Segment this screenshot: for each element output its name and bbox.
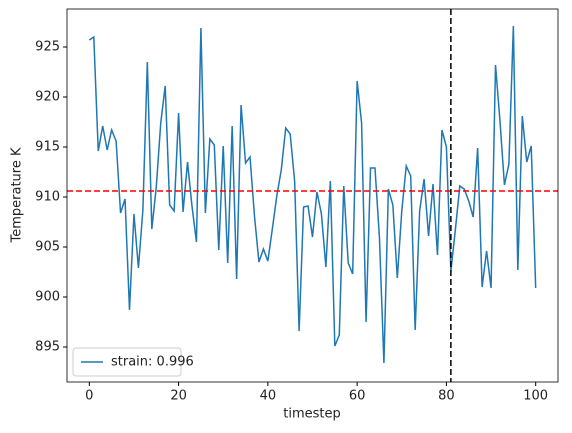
- x-axis-label: timestep: [283, 407, 341, 422]
- plot-frame: [66, 8, 559, 383]
- x-tick-label: 100: [523, 389, 548, 404]
- x-tick-label: 0: [85, 389, 93, 404]
- y-axis-label: Temperature K: [10, 147, 25, 243]
- x-tick-label: 20: [170, 389, 187, 404]
- x-tick-label: 40: [260, 389, 277, 404]
- y-tick-label: 925: [35, 40, 60, 55]
- y-tick-label: 910: [35, 190, 60, 205]
- line-series: [88, 25, 537, 364]
- x-tick-label: 60: [349, 389, 366, 404]
- y-tick-label: 895: [35, 340, 60, 355]
- y-tick-label: 915: [35, 140, 60, 155]
- x-tick-label: 80: [438, 389, 455, 404]
- y-tick-label: 920: [35, 90, 60, 105]
- legend-label: strain: 0.996: [111, 355, 194, 370]
- y-tick-label: 900: [35, 290, 60, 305]
- y-tick-label: 905: [35, 240, 60, 255]
- legend-box: [72, 347, 182, 377]
